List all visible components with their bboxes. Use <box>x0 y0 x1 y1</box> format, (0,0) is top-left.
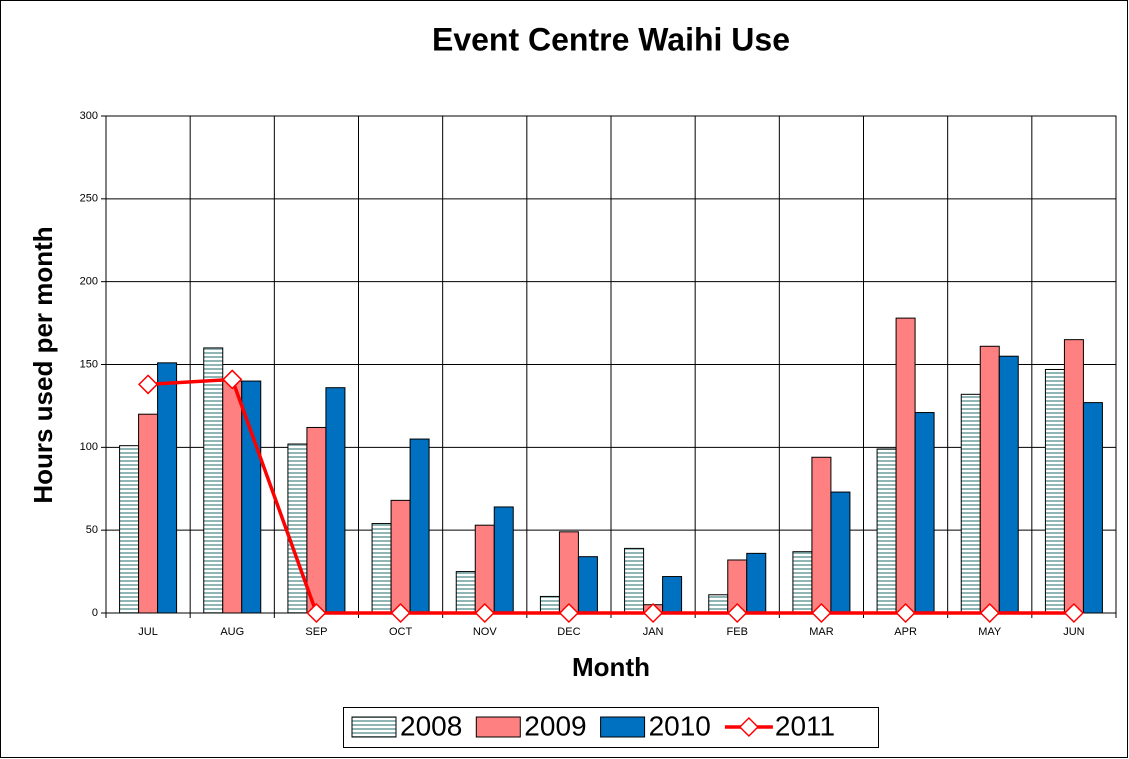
legend-swatch <box>475 716 521 738</box>
line-marker <box>306 602 327 624</box>
x-tick-label: MAY <box>978 626 1002 638</box>
legend-swatch <box>351 716 397 738</box>
y-tick-label: 150 <box>80 358 98 370</box>
bar <box>577 556 598 614</box>
y-tick-label: 0 <box>92 607 98 619</box>
line-marker <box>222 369 243 390</box>
bar <box>325 387 346 614</box>
x-tick-label: MAR <box>809 626 834 638</box>
bar <box>138 413 159 614</box>
bar <box>558 531 579 614</box>
x-tick-label: FEB <box>727 626 748 638</box>
y-tick-label: 50 <box>86 524 98 536</box>
bar <box>746 552 767 614</box>
legend-label: 2008 <box>400 710 462 741</box>
y-tick-label: 200 <box>80 276 98 288</box>
legend-label: 2009 <box>524 710 586 741</box>
line-marker <box>390 602 411 624</box>
bar <box>203 347 224 614</box>
y-tick-label: 100 <box>80 441 98 453</box>
bar <box>624 547 645 614</box>
line-marker <box>558 602 579 624</box>
legend-label: 2010 <box>649 710 711 741</box>
x-tick-label: NOV <box>473 626 498 638</box>
chart-title: Event Centre Waihi Use <box>432 21 790 57</box>
legend-label: 2011 <box>775 710 835 741</box>
bar <box>914 412 935 614</box>
y-tick-label: 250 <box>80 193 98 205</box>
bar <box>998 355 1019 614</box>
line-marker <box>811 602 832 624</box>
x-axis-label: Month <box>572 652 650 682</box>
bar <box>1063 339 1084 614</box>
x-tick-label: OCT <box>389 626 413 638</box>
line-marker <box>643 602 664 624</box>
line-marker <box>1063 602 1084 624</box>
legend-marker <box>738 716 759 738</box>
bar <box>493 506 514 614</box>
bar <box>895 317 916 614</box>
bar <box>876 448 897 614</box>
bar <box>811 456 832 614</box>
x-tick-label: AUG <box>220 626 244 638</box>
bar <box>830 491 851 614</box>
bar <box>979 345 1000 614</box>
x-tick-label: SEP <box>305 626 327 638</box>
x-tick-label: APR <box>894 626 917 638</box>
bar <box>222 380 243 614</box>
bar <box>287 443 308 614</box>
bar <box>474 524 495 614</box>
x-tick-label: JAN <box>643 626 664 638</box>
x-tick-label: DEC <box>557 626 580 638</box>
line-marker <box>138 374 159 395</box>
bar <box>241 380 262 614</box>
legend-swatch <box>600 716 646 738</box>
bar <box>371 523 392 614</box>
bar <box>1082 402 1103 614</box>
x-tick-label: JUL <box>138 626 158 638</box>
bar <box>792 551 813 614</box>
bar <box>708 594 729 614</box>
bar <box>409 438 430 614</box>
bar <box>119 445 140 614</box>
bar <box>539 595 560 614</box>
y-tick-label: 300 <box>80 110 98 122</box>
line-marker <box>727 602 748 624</box>
y-axis-label: Hours used per month <box>28 226 58 503</box>
bar <box>306 426 327 614</box>
line-series <box>147 377 1074 615</box>
bar <box>390 499 411 614</box>
line-marker <box>979 602 1000 624</box>
line-marker <box>895 602 916 624</box>
bar <box>455 571 476 614</box>
bar <box>1044 368 1065 614</box>
x-tick-label: JUN <box>1063 626 1084 638</box>
bar <box>662 576 683 614</box>
line-marker <box>474 602 495 624</box>
bar <box>960 393 981 614</box>
bar <box>157 362 178 614</box>
